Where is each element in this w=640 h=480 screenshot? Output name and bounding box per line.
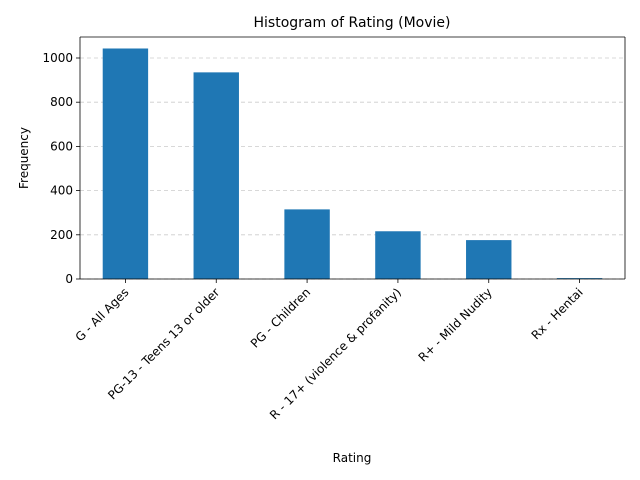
x-tick-label: G - All Ages (73, 285, 132, 344)
y-tick-label: 0 (65, 272, 73, 286)
y-tick-label: 200 (50, 228, 73, 242)
y-axis-label: Frequency (17, 127, 31, 189)
x-tick-label: Rx - Hentai (529, 285, 586, 342)
bar (284, 209, 330, 279)
x-axis-label: Rating (333, 451, 372, 465)
bar (102, 48, 149, 280)
x-tick-label: R+ - Mild Nudity (416, 285, 495, 364)
y-tick-label: 800 (50, 95, 73, 109)
bar (556, 278, 603, 279)
bar (466, 240, 512, 279)
y-tick-label: 1000 (42, 51, 73, 65)
axes-group (79, 36, 626, 280)
y-tick-label: 400 (50, 184, 73, 198)
bars-group (102, 48, 603, 280)
chart-title: Histogram of Rating (Movie) (254, 15, 451, 31)
grid-lines (80, 57, 625, 280)
y-tick-label: 600 (50, 139, 73, 153)
bar (193, 72, 239, 279)
bar (375, 231, 421, 279)
x-tick-label: PG - Children (248, 285, 313, 350)
y-ticks: 0 200 400 600 800 1000 (42, 51, 80, 286)
